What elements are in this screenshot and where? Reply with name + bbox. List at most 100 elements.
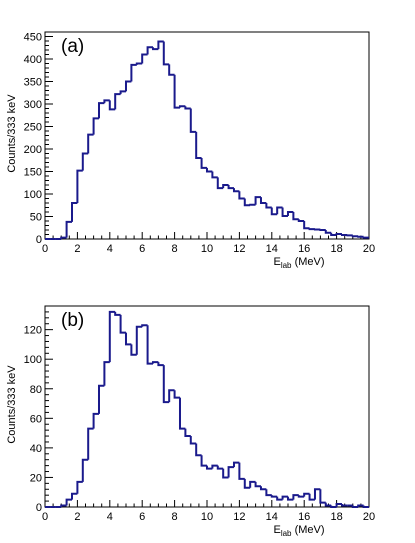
panel-b-x-axis-title: Elab (MeV) (273, 524, 324, 538)
panel-a-frame (45, 32, 369, 239)
panel-a-x-tick-label: 0 (42, 243, 48, 255)
panel-a-bin (185, 106, 190, 108)
panel-b-bin (104, 362, 109, 386)
panel-a-bin (326, 230, 331, 233)
panel-a-bin (353, 235, 358, 236)
panel-a-bin (266, 203, 271, 208)
panel-b-bin (202, 455, 207, 465)
panel-b-bin (83, 460, 88, 482)
panel-a-x-tick-label: 2 (74, 243, 80, 255)
panel-a-bin (142, 55, 147, 64)
panel-b-bin (364, 506, 369, 507)
panel-b-label: (b) (61, 310, 84, 331)
panel-a-label: (a) (61, 36, 84, 57)
panel-b-bin (196, 443, 201, 455)
panel-a-bin (67, 222, 72, 238)
panel-a-y-tick-label: 200 (24, 144, 42, 156)
panel-a-bin (364, 237, 369, 238)
panel-a-x-tick-label: 14 (266, 243, 278, 255)
panel-a-y-tick-label: 50 (30, 212, 42, 224)
panel-b-bin (88, 429, 93, 460)
panel-a-bin (342, 234, 347, 235)
panel-a-x-tick-label: 8 (172, 243, 178, 255)
panel-a-bin (72, 203, 77, 222)
panel-b-bin (175, 390, 180, 397)
panel-a-bin (212, 172, 217, 178)
panel-b-bin (115, 312, 120, 315)
panel-b-x-tick-label: 0 (42, 511, 48, 523)
panel-a-bin (126, 82, 131, 92)
panel-a-y-tick-label: 450 (24, 32, 42, 44)
panel-b-x-tick-label: 18 (330, 511, 342, 523)
panel-a-bin (99, 103, 104, 118)
panel-a-x-tick-label: 12 (233, 243, 245, 255)
panel-a-bin (169, 64, 174, 74)
panel-b-x-tick-label: 12 (233, 511, 245, 523)
panel-a-bin (299, 219, 304, 221)
panel-a-y-tick-label: 300 (24, 99, 42, 111)
panel-a-x-tick-label: 20 (363, 243, 375, 255)
panel-a-y-tick-label: 150 (24, 167, 42, 179)
panel-b-y-tick-label: 80 (30, 384, 42, 396)
panel-b-bin (137, 327, 142, 355)
panel-b-x-tick-label: 16 (298, 511, 310, 523)
panel-b-x-tick-label: 2 (74, 511, 80, 523)
panel-b-bin (121, 315, 126, 333)
panel-b-y-tick-label: 120 (24, 325, 42, 337)
panel-a-bin (175, 75, 180, 108)
panel-a-bin (202, 158, 207, 168)
panel-a-bin (261, 197, 266, 203)
panel-a-x-tick-label: 6 (139, 243, 145, 255)
panel-a-y-tick-label: 100 (24, 189, 42, 201)
panel-b-bin (256, 482, 261, 486)
panel-a-y-axis-title: Counts/333 keV (6, 94, 18, 173)
panel-a-bin (293, 212, 298, 219)
panel-b-bin (261, 486, 266, 489)
panel-a-bin (239, 191, 244, 198)
panel-b-bin (180, 398, 185, 429)
panel-a-bin (229, 185, 234, 188)
panel-b-y-tick-label: 40 (30, 443, 42, 455)
panel-b-bin (239, 463, 244, 479)
panel-b-x-tick-label: 6 (139, 511, 145, 523)
panel-b-bin (77, 482, 82, 494)
panel-a-x-tick-label: 4 (107, 243, 113, 255)
panel-a-y-tick-label: 350 (24, 77, 42, 89)
panel-a-x-axis-title: Elab (MeV) (273, 256, 324, 270)
panel-a-x-tick-label: 10 (201, 243, 213, 255)
panel-b-bin (158, 362, 163, 365)
panel-b-bin (126, 333, 131, 345)
panel-b-x-tick-label: 10 (201, 511, 213, 523)
panel-a-y-tick-label: 0 (36, 234, 42, 246)
panel-b-bin (185, 429, 190, 436)
panel-a-bin (94, 118, 99, 134)
panel-a-bin (121, 91, 126, 94)
panel-a-bin (234, 188, 239, 191)
panel-a-bin (207, 168, 212, 172)
panel-a-bin (77, 171, 82, 203)
panel-b-bin (266, 489, 271, 495)
panel-a-y-tick-label: 400 (24, 54, 42, 66)
panel-b-bin (218, 466, 223, 469)
panel-b-x-tick-label: 14 (266, 511, 278, 523)
panel-b-x-tick-label: 20 (363, 511, 375, 523)
panel-a-bin (83, 154, 88, 171)
panel-a-bin (310, 228, 315, 229)
panel-b-bin (229, 467, 234, 477)
panel-b-bin (320, 489, 325, 502)
panel-b-y-tick-label: 60 (30, 413, 42, 425)
panel-b-bin (99, 386, 104, 414)
panel-a-bin (304, 221, 309, 228)
panel-a-bin (88, 135, 93, 154)
panel-a-bin (115, 94, 120, 109)
panel-b-y-tick-label: 20 (30, 472, 42, 484)
panel-b-y-axis-title: Counts/333 keV (6, 365, 18, 444)
panel-a-x-tick-label: 16 (298, 243, 310, 255)
panel-b-bin (94, 414, 99, 429)
panel-b-bin (110, 312, 115, 362)
panel-b-y-tick-label: 100 (24, 354, 42, 366)
